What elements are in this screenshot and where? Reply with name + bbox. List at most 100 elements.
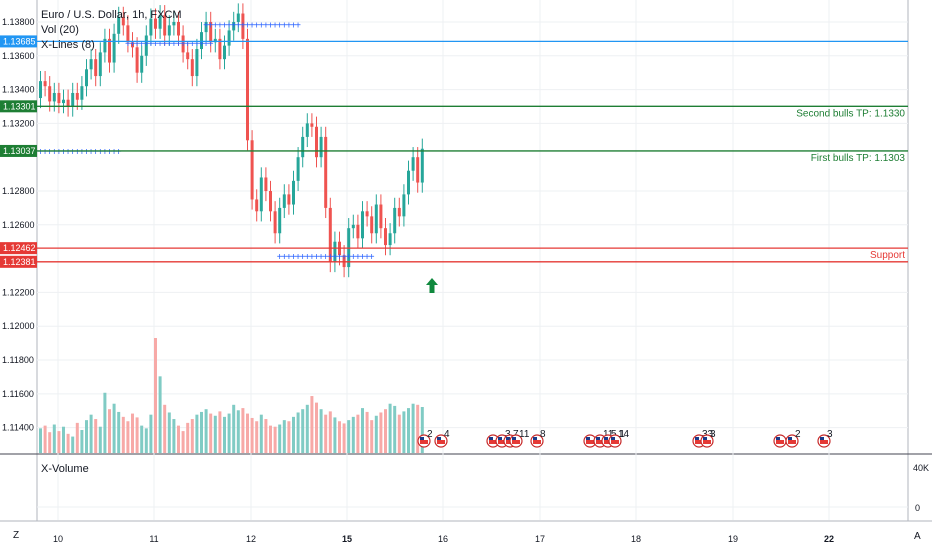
volume-bar — [204, 409, 208, 453]
sub-pane-tick: 0 — [915, 503, 920, 513]
flag-stripe — [604, 440, 612, 444]
candle-body — [213, 38, 217, 43]
volume-bar — [411, 403, 415, 453]
candle-body — [158, 15, 162, 29]
candle-body — [154, 18, 157, 29]
corner-left-label[interactable]: Z — [13, 530, 20, 541]
volume-bar — [393, 405, 397, 453]
level-marker: + — [245, 20, 251, 31]
level-marker: + — [231, 20, 237, 31]
flag-stripe — [776, 440, 784, 444]
level-marker: + — [111, 147, 117, 158]
flag-canton — [586, 437, 590, 440]
x-tick-label: 17 — [535, 534, 545, 544]
flag-canton — [776, 437, 780, 440]
level-price-tag — [0, 35, 37, 48]
candle-body — [190, 59, 194, 77]
indicator-xlines-label[interactable]: X-Lines (8) — [41, 39, 95, 51]
level-marker: + — [286, 252, 292, 263]
candle-body — [356, 224, 360, 239]
candle-body — [246, 38, 249, 141]
indicator-volume-label[interactable]: Vol (20) — [41, 24, 79, 36]
event-count: 5 1 — [611, 429, 625, 440]
volume-bar — [236, 410, 240, 453]
volume-bar — [420, 407, 424, 453]
corner-right-label[interactable]: A — [914, 531, 921, 542]
level-marker: + — [148, 39, 154, 50]
level-marker: + — [323, 252, 329, 263]
level-marker: + — [116, 147, 122, 158]
level-marker: + — [84, 147, 90, 158]
volume-bar — [186, 422, 190, 453]
candle-body — [167, 25, 171, 36]
sub-pane-tick: 40K — [913, 463, 929, 473]
volume-bar — [223, 416, 226, 453]
candle-body — [407, 170, 410, 195]
candle-body — [43, 81, 47, 87]
level-marker: + — [51, 147, 57, 158]
candle-body — [75, 92, 79, 100]
candle-body — [62, 99, 65, 104]
level-price-label: 1.12462 — [3, 243, 36, 253]
candle-body — [108, 38, 111, 63]
level-marker: + — [364, 252, 370, 263]
flag-stripe — [512, 440, 520, 444]
y-tick-label: 1.11600 — [2, 389, 34, 399]
candle-body — [379, 204, 383, 229]
flag-stripe — [533, 440, 541, 444]
volume-bar — [384, 409, 387, 453]
candle-body — [112, 33, 116, 63]
candle-body — [361, 211, 364, 239]
candle-body — [301, 136, 305, 158]
flag-stripe — [820, 440, 828, 444]
level-marker: + — [189, 39, 195, 50]
flag-canton — [498, 437, 502, 440]
level-marker: + — [134, 39, 140, 50]
level-marker: + — [208, 20, 214, 31]
volume-bar — [144, 428, 148, 453]
level-marker: + — [65, 147, 71, 158]
candle-body — [94, 59, 98, 77]
level-annotation: First bulls TP: 1.1303 — [811, 153, 906, 164]
level-marker: + — [222, 20, 228, 31]
volume-bar — [328, 411, 332, 453]
level-marker: + — [185, 39, 191, 50]
level-marker: + — [97, 147, 103, 158]
candle-body — [333, 241, 337, 262]
level-marker: + — [88, 147, 94, 158]
candle-body — [287, 194, 291, 205]
volume-bar — [255, 421, 259, 453]
volume-bar — [103, 392, 107, 453]
candle-body — [223, 45, 226, 60]
volume-bar — [108, 409, 111, 453]
candle-body — [255, 199, 259, 212]
candle-body — [227, 30, 231, 46]
candle-body — [241, 13, 245, 39]
candle-body — [66, 99, 70, 107]
volume-bar — [209, 413, 213, 453]
level-marker: + — [157, 39, 163, 50]
candle-body — [200, 32, 203, 50]
volume-bar — [241, 408, 245, 453]
y-tick-label: 1.12000 — [2, 321, 35, 331]
level-marker: + — [304, 252, 310, 263]
volume-bar — [80, 430, 84, 453]
flag-stripe — [703, 440, 711, 444]
level-marker: + — [277, 20, 283, 31]
event-count: 11 — [519, 429, 530, 440]
candle-body — [315, 126, 318, 158]
candle-body — [388, 233, 392, 246]
up-arrow-icon — [426, 278, 438, 293]
volume-bar — [388, 403, 392, 453]
candle-body — [310, 123, 314, 127]
level-marker: + — [171, 39, 177, 50]
candle-body — [117, 16, 121, 34]
volume-bar — [379, 412, 383, 453]
x-tick-label: 12 — [246, 534, 256, 544]
level-marker: + — [42, 147, 48, 158]
candle-body — [52, 92, 56, 102]
volume-bar — [250, 417, 254, 453]
volume-bar — [112, 403, 116, 453]
